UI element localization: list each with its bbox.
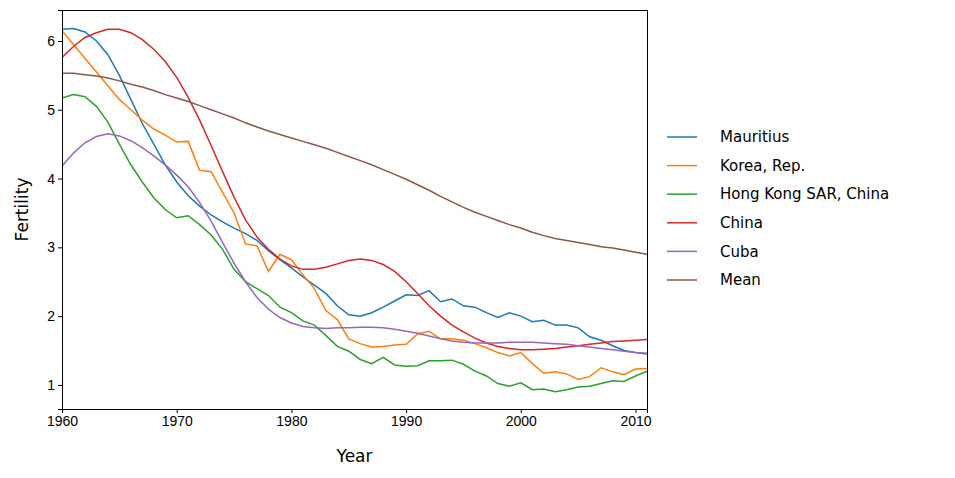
tick: 1 [47,377,62,393]
tick-label: 5 [47,102,55,118]
tick: 2 [47,308,62,324]
tick-mark [58,316,62,317]
x-axis: 1960 1970 1980 1990 2000 2010 [47,409,652,429]
tick-label: 6 [47,33,55,49]
y-axis-title: Fertility [12,178,32,242]
tick-mark [58,179,62,180]
tick-label: 4 [47,171,55,187]
series-line [62,134,647,353]
legend-label: Mauritius [720,128,790,146]
tick-label: 1 [47,377,55,393]
legend-swatch [667,251,697,253]
tick-label: 1980 [276,413,307,429]
series-line [62,73,647,254]
tick: 1960 [47,409,78,429]
frame [647,10,648,409]
legend: Mauritius Korea, Rep. Hong Kong SAR, China… [667,128,889,289]
tick-mark [58,110,62,111]
tick-label: 2 [47,308,55,324]
x-axis-title: Year [336,446,373,466]
frame [62,10,647,11]
tick-label: 3 [47,239,55,255]
legend-swatch [667,165,697,167]
legend-label: Korea, Rep. [720,157,805,175]
legend-label: Cuba [720,243,759,261]
legend-swatch [667,222,697,224]
tick-label: 1960 [47,413,78,429]
tick: 1970 [162,409,193,429]
series-line [62,29,647,350]
tick-label: 1990 [391,413,422,429]
tick: 2010 [620,409,651,429]
series-line [62,31,647,380]
legend-label: Mean [720,271,761,289]
y-axis: 1 2 3 4 5 6 [47,11,62,410]
legend-swatch [667,193,697,195]
tick-mark [58,41,62,42]
tick: 6 [47,33,62,49]
axis-line [58,11,63,410]
series-line [62,95,647,392]
tick: 2000 [506,409,537,429]
tick: 3 [47,239,62,255]
tick-label: 2000 [506,413,537,429]
legend-label: Hong Kong SAR, China [720,185,889,203]
tick-mark [58,247,62,248]
tick: 5 [47,102,62,118]
axis-line [63,410,648,414]
chart: 1960 1970 1980 1990 2000 2010 1 2 3 4 5 6 Year Fertil… [0,0,955,478]
tick: 1980 [276,409,307,429]
legend-swatch [667,136,697,138]
tick: 1990 [391,409,422,429]
tick: 4 [47,171,62,187]
tick-label: 2010 [620,413,651,429]
tick-mark [58,385,62,386]
legend-label: China [720,214,763,232]
tick-label: 1970 [162,413,193,429]
legend-swatch [667,279,697,281]
lines [62,29,647,392]
